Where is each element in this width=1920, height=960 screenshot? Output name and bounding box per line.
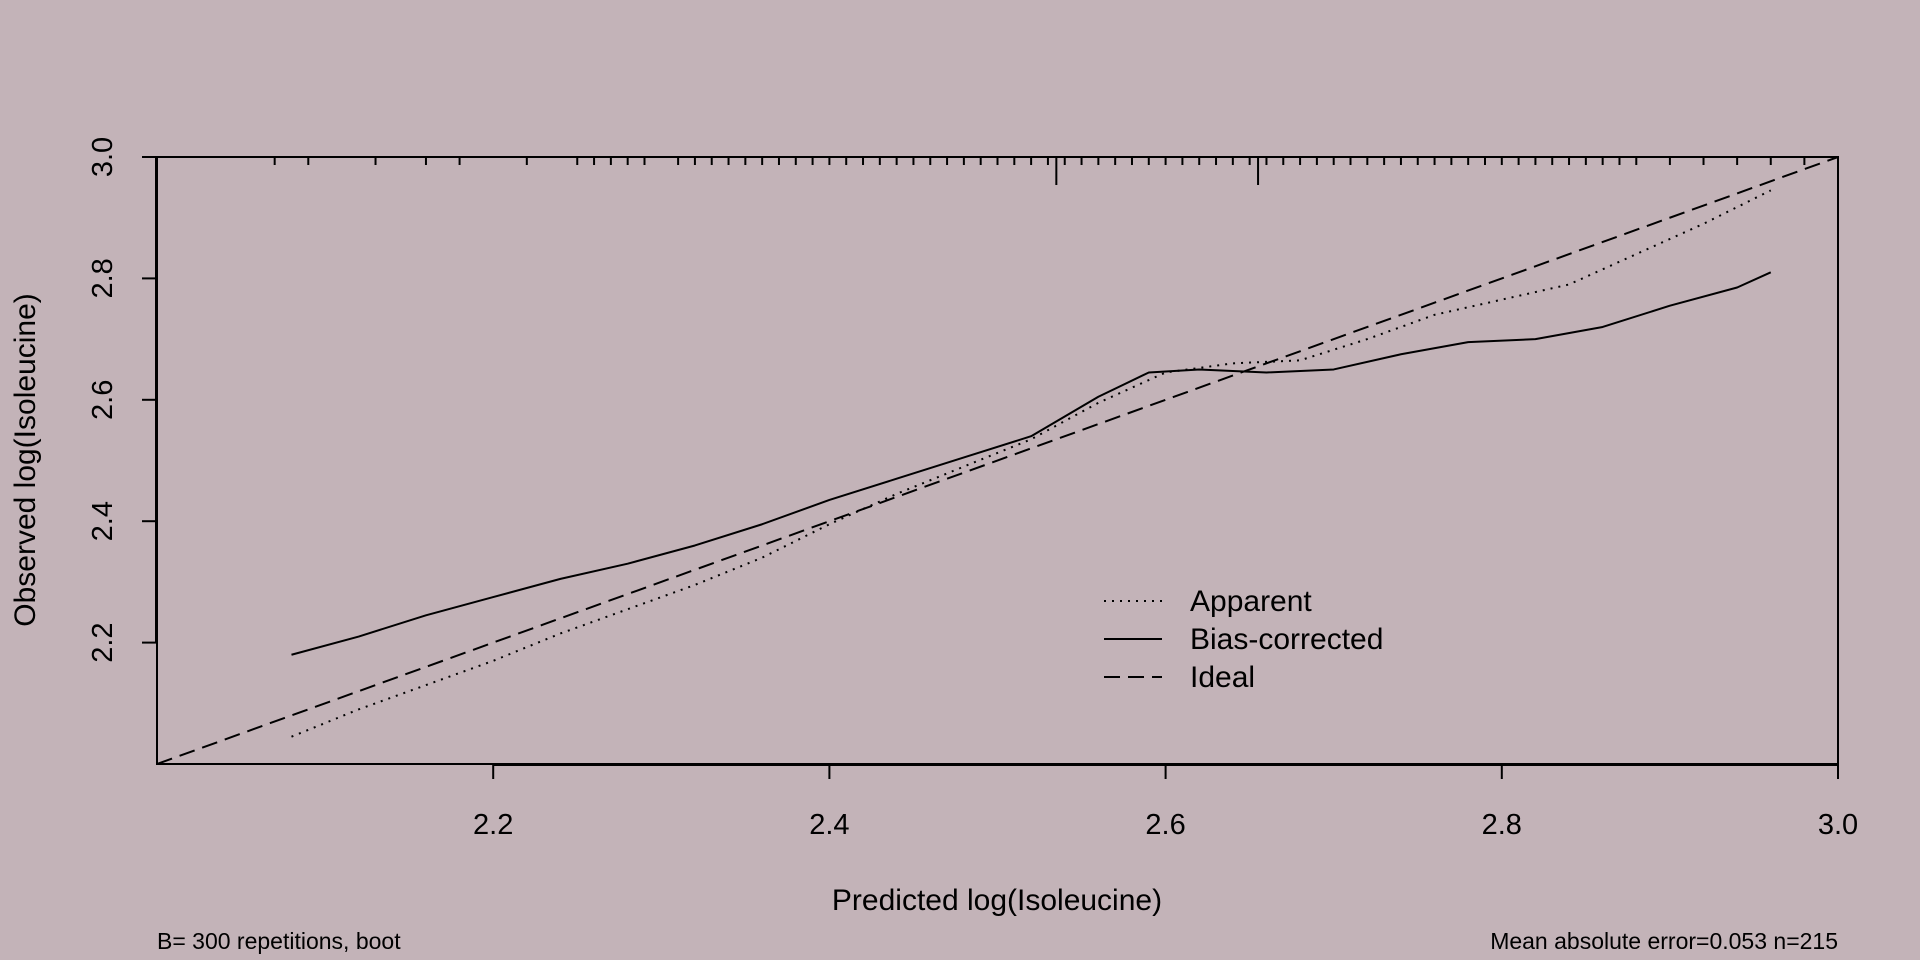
x-tick-label: 2.8 (1482, 809, 1522, 841)
series-line-ideal (156, 156, 1839, 765)
x-tick-label: 2.4 (809, 809, 849, 841)
y-tick-label: 3.0 (87, 137, 119, 177)
series-line-apparent (291, 189, 1772, 738)
y-tick-label: 2.8 (87, 258, 119, 298)
y-tick-label: 2.2 (87, 622, 119, 662)
y-tick-label: 2.6 (87, 380, 119, 420)
x-tick-label: 2.6 (1145, 809, 1185, 841)
legend-label-apparent: Apparent (1190, 585, 1312, 618)
y-axis-title: Observed log(Isoleucine) (9, 293, 42, 627)
series-lines (156, 156, 1839, 765)
axes: 2.2 2.4 2.6 2.8 3.0 2.2 2.4 2.6 2.8 3.0 (87, 137, 1858, 841)
footer-right-note: Mean absolute error=0.053 n=215 (1490, 928, 1838, 954)
x-axis-title: Predicted log(Isoleucine) (832, 884, 1162, 917)
rug-ticks (273, 157, 1806, 185)
legend-label-bias-corrected: Bias-corrected (1190, 623, 1383, 656)
x-tick-label: 2.2 (473, 809, 513, 841)
legend: Apparent Bias-corrected Ideal (1104, 585, 1383, 694)
x-tick-label: 3.0 (1818, 809, 1858, 841)
legend-label-ideal: Ideal (1190, 661, 1255, 694)
series-line-bias-corrected (291, 271, 1772, 656)
footer-left-note: B= 300 repetitions, boot (157, 928, 401, 954)
y-tick-label: 2.4 (87, 501, 119, 541)
